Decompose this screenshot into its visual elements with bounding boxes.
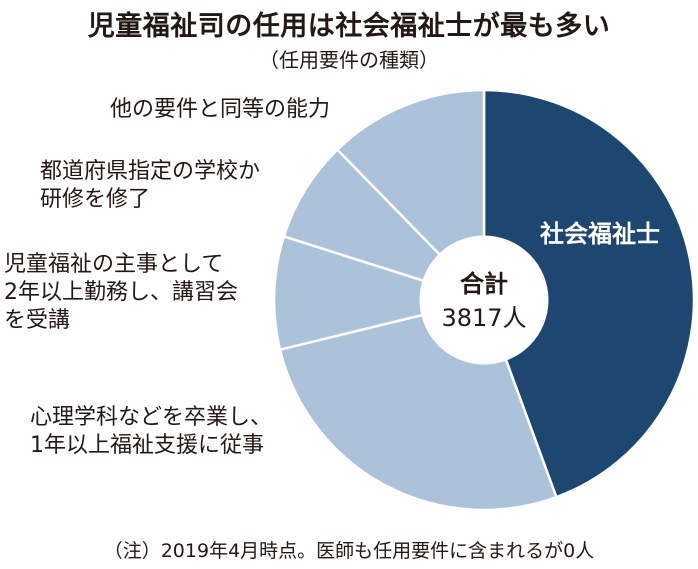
chart-subtitle: （任用要件の種類） [259,48,439,72]
slice-label-line: 都道府県指定の学校か [40,159,260,184]
footnote: （注）2019年4月時点。医師も任用要件に含まれるが0人 [103,540,595,562]
slice-label-line: 心理学科などを卒業し、 [30,405,272,430]
chart-title: 児童福祉司の任用は社会福祉士が最も多い [87,11,611,42]
slice-label-line: 他の要件と同等の能力 [110,97,330,122]
slice-label-line: 2年以上勤務し、講習会 [4,280,238,305]
slice-label: 都道府県指定の学校か研修を修了 [40,159,260,212]
slice-label-line: 研修を修了 [40,187,150,212]
slice-label: 他の要件と同等の能力 [110,97,330,122]
slice-label-line: 社会福祉士 [540,220,660,248]
slice-label: 社会福祉士 [540,220,660,248]
pie-slice [482,88,696,499]
slice-label-line: 児童福祉の主事として [4,252,223,277]
total-value: 3817人 [441,304,526,332]
total-label: 合計 [460,270,508,298]
pie-slice [272,234,489,352]
slice-label-line: 1年以上福祉支援に従事 [30,433,264,458]
slice-label: 心理学科などを卒業し、 1年以上福祉支援に従事 [30,405,272,458]
slice-label-line: を受講 [4,308,70,333]
center-hole [419,235,549,365]
slice-label: 児童福祉の主事として 2年以上勤務し、講習会を受講 [4,252,238,333]
